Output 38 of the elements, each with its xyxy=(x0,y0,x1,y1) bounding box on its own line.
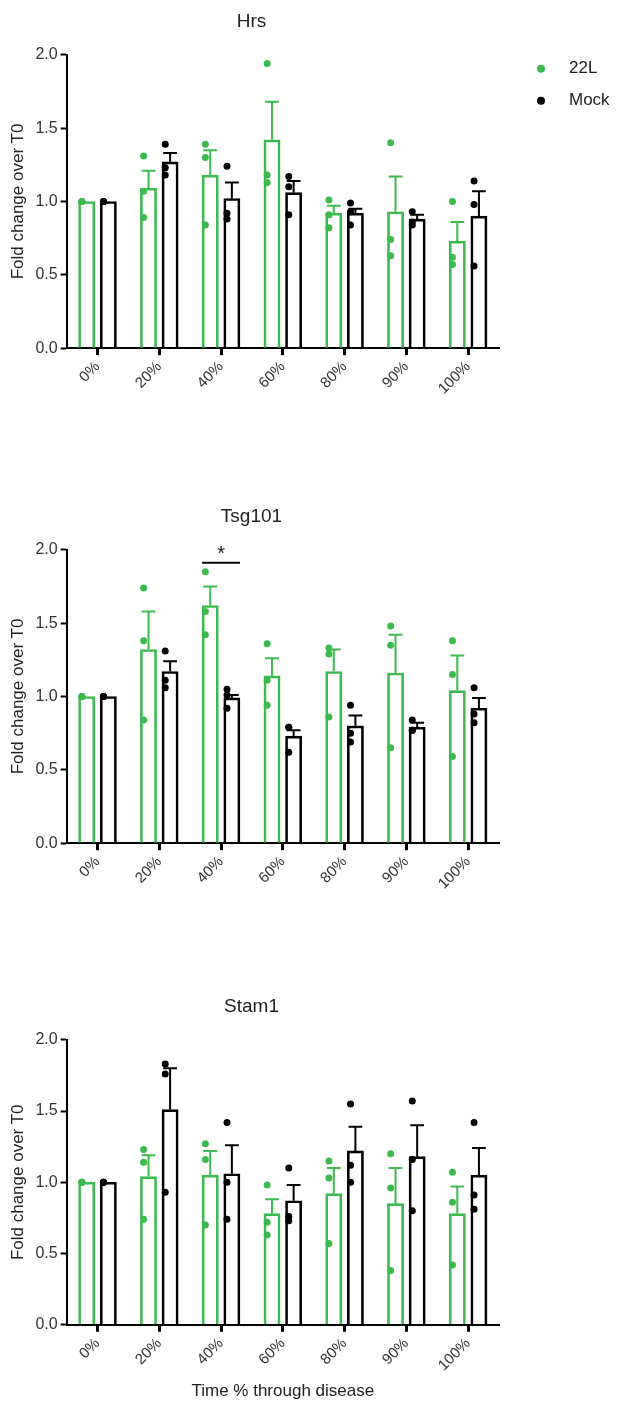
x-tick-label: 80% xyxy=(316,1334,350,1368)
y-axis-title: Fold change over T0 xyxy=(7,123,27,280)
chart-title: Hrs xyxy=(236,9,267,31)
y-tick-label: 2.0 xyxy=(35,540,58,558)
x-tick-label: 40% xyxy=(192,357,227,391)
x-tick-label: 40% xyxy=(192,852,227,886)
chart-title: Stam1 xyxy=(224,994,279,1016)
legend-label: 22L xyxy=(569,58,598,78)
x-tick-label: 0% xyxy=(75,852,103,880)
x-axis-title: Time % through disease xyxy=(191,1381,375,1401)
y-tick-label: 2.0 xyxy=(35,45,58,63)
y-tick-label: 1.5 xyxy=(35,613,58,631)
x-tick-label: 60% xyxy=(254,357,288,391)
x-tick-label: 90% xyxy=(378,852,412,886)
y-tick-label: 0.5 xyxy=(35,1243,58,1261)
y-tick-label: 0.5 xyxy=(35,265,58,283)
x-tick-label: 0% xyxy=(75,357,103,385)
y-axis-title: Fold change over T0 xyxy=(7,618,27,775)
y-tick-label: 1.5 xyxy=(35,1101,58,1119)
legend-label: Mock xyxy=(569,90,611,110)
y-tick-label: 1.0 xyxy=(35,686,58,704)
x-tick-label: 60% xyxy=(254,1334,288,1368)
y-tick-label: 0.5 xyxy=(35,760,58,778)
y-tick-label: 1.0 xyxy=(35,1172,58,1190)
y-axis-title: Fold change over T0 xyxy=(7,1104,27,1261)
x-tick-label: 60% xyxy=(254,852,288,886)
x-tick-label: 90% xyxy=(378,357,412,391)
y-tick-label: 1.0 xyxy=(35,191,58,209)
y-tick-label: 0.0 xyxy=(35,1315,58,1333)
y-tick-label: 1.5 xyxy=(35,118,58,136)
x-tick-label: 40% xyxy=(192,1334,227,1368)
annotation: * xyxy=(217,542,226,565)
y-tick-label: 0.0 xyxy=(35,338,58,356)
x-tick-label: 0% xyxy=(75,1334,103,1362)
y-tick-label: 0.0 xyxy=(35,833,58,851)
y-tick-label: 2.0 xyxy=(35,1030,58,1048)
x-tick-label: 90% xyxy=(378,1334,412,1368)
chart-title: Tsg101 xyxy=(220,504,283,526)
